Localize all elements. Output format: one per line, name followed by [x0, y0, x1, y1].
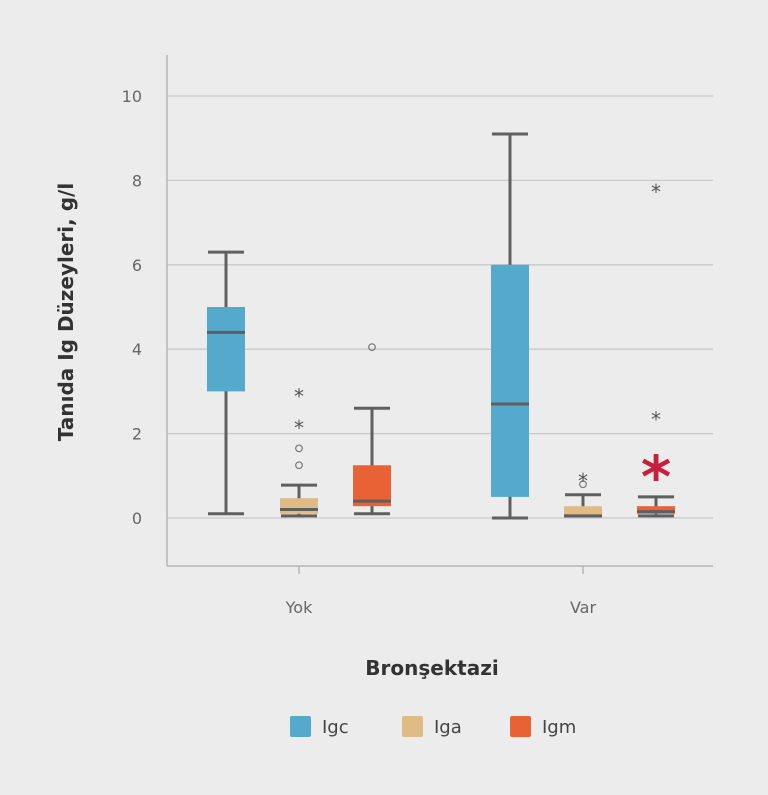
box-iga — [564, 506, 602, 516]
outlier-star: * — [578, 469, 588, 493]
y-tick-label: 6 — [132, 256, 142, 275]
legend-swatch-igm — [510, 716, 531, 737]
outlier-circle — [295, 461, 303, 470]
x-tick-label: Yok — [285, 598, 313, 617]
legend-swatch-iga — [402, 716, 423, 737]
significance-asterisk: * — [641, 443, 671, 511]
outlier-star: * — [651, 408, 661, 432]
box-igm — [353, 465, 391, 507]
boxes: * * * * * * — [207, 132, 675, 520]
legend: Igc Iga Igm — [290, 716, 576, 738]
y-tick-label: 4 — [132, 340, 142, 359]
outlier-star: * — [294, 385, 304, 409]
y-tick-label: 8 — [132, 171, 142, 190]
outlier-circle — [579, 480, 587, 489]
box-igm — [637, 506, 675, 514]
legend-label: Igm — [542, 717, 576, 738]
outlier-circle — [368, 343, 376, 351]
x-tick-label: Var — [570, 598, 597, 617]
x-axis-label: Bronşektazi — [365, 656, 498, 680]
box-igc — [491, 264, 529, 497]
outlier-star: * — [651, 180, 661, 204]
legend-label: Igc — [322, 717, 349, 738]
outlier-star: * — [294, 416, 304, 440]
y-axis-label: Tanıda Ig Düzeyleri, g/l — [54, 183, 78, 441]
legend-swatch-igc — [290, 716, 311, 737]
y-tick-labels: 0 2 4 6 8 10 — [122, 87, 142, 528]
y-tick-label: 0 — [132, 509, 142, 528]
y-tick-label: 10 — [122, 87, 142, 106]
box-igc — [207, 307, 245, 392]
outlier-circle — [295, 444, 303, 453]
y-tick-label: 2 — [132, 425, 142, 444]
box-iga — [280, 498, 318, 514]
x-tick-labels: Yok Var — [285, 566, 597, 617]
legend-label: Iga — [434, 717, 462, 738]
gridlines — [167, 95, 713, 519]
